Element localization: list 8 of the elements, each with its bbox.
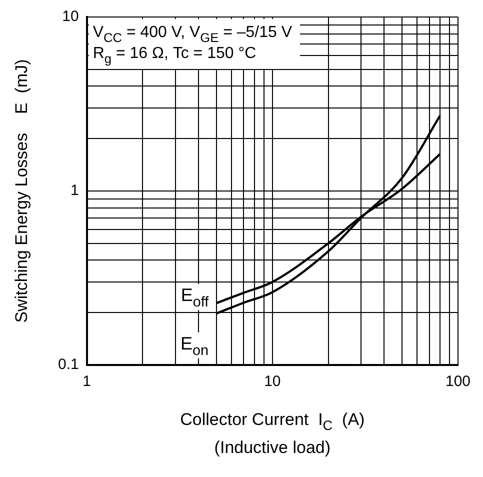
y-tick-label: 1: [70, 182, 79, 200]
y-tick-label: 0.1: [58, 356, 79, 374]
x-tick-label: 10: [264, 373, 281, 390]
y-tick-label: 10: [62, 8, 79, 26]
y-axis-title: Switching Energy Losses E (mJ): [12, 59, 31, 323]
x-tick-label: 1: [82, 373, 92, 390]
x-tick-label: 100: [445, 373, 471, 390]
text: (Inductive load): [214, 438, 331, 457]
